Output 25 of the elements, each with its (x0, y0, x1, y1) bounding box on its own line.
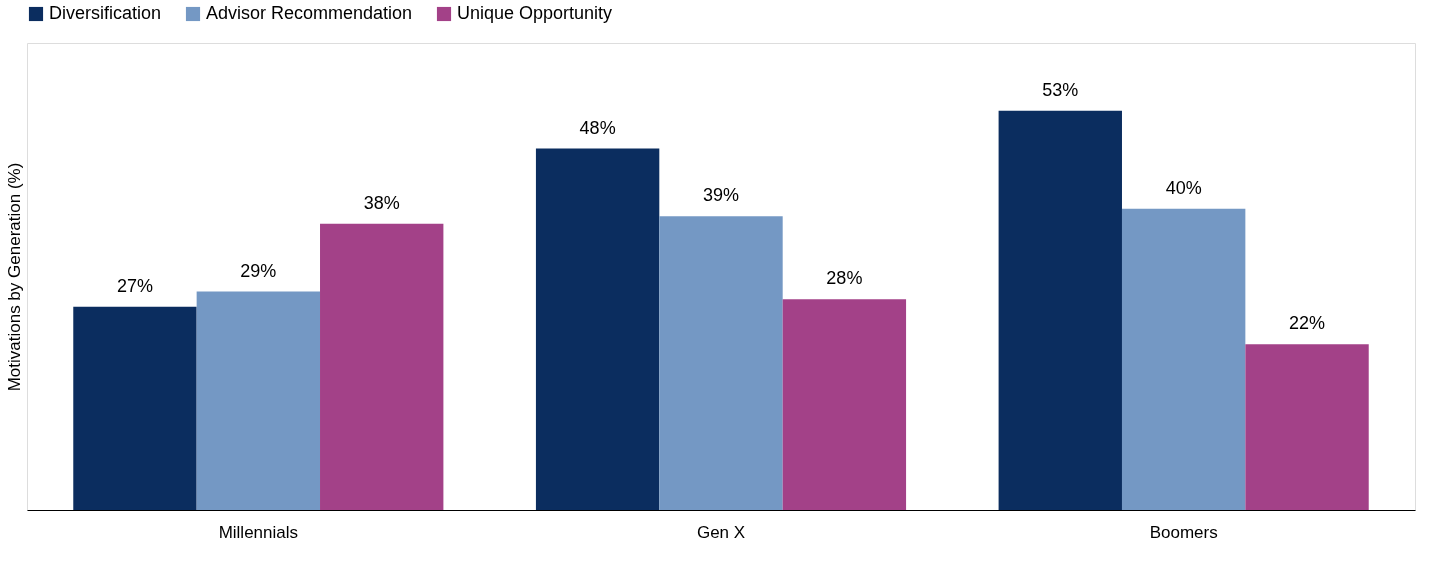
bar (659, 216, 783, 510)
x-tick-label: Gen X (696, 522, 746, 542)
bar (782, 299, 907, 510)
bar (196, 291, 321, 510)
bar (998, 110, 1122, 510)
legend-label: Diversification (49, 3, 162, 23)
data-label: 28% (826, 268, 863, 289)
data-label: 48% (579, 117, 616, 138)
y-axis-title: Motivations by Generation (%) (4, 162, 24, 392)
bar (535, 148, 660, 510)
x-tick-label: Boomers (1149, 522, 1218, 542)
data-label: 39% (702, 185, 740, 206)
legend-label: Advisor Recommendation (206, 3, 413, 23)
data-label: 22% (1289, 313, 1326, 334)
x-tick-label: Millennials (218, 522, 299, 542)
data-label: 40% (1165, 177, 1202, 198)
bar (320, 223, 444, 510)
bar (1121, 208, 1246, 510)
data-label: 38% (363, 192, 400, 213)
data-label: 29% (240, 260, 277, 281)
bar (1245, 344, 1369, 510)
bar (73, 306, 197, 510)
data-label: 27% (116, 275, 153, 296)
data-label: 53% (1042, 79, 1079, 100)
legend-label: Unique Opportunity (457, 3, 613, 23)
